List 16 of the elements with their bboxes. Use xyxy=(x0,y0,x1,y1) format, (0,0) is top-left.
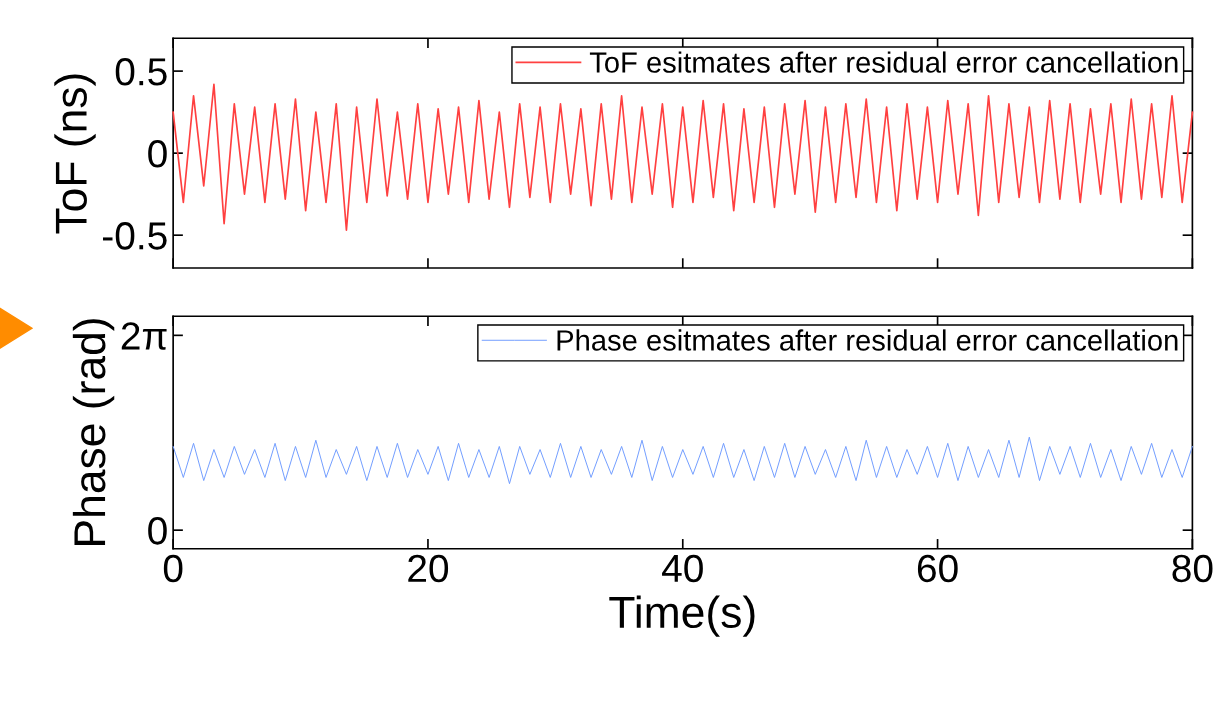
x-tick-label: 60 xyxy=(917,554,958,583)
x-tick-label: 20 xyxy=(408,554,449,583)
y-tick-label: 0.5 xyxy=(115,58,167,86)
y-tick-label: -0.5 xyxy=(103,222,167,250)
line-series xyxy=(172,83,1194,232)
legend-label: Phase esitmates after residual error cancellation xyxy=(557,329,1178,351)
y-axis-title: Phase (rad) xyxy=(72,319,115,545)
legend-label: ToF esitmates after residual error cancellation xyxy=(589,51,1178,73)
y-tick-label: 0 xyxy=(148,140,167,168)
line-series xyxy=(172,436,1193,485)
x-tick-label: 40 xyxy=(662,554,703,583)
x-tick-label: 80 xyxy=(1172,554,1213,583)
y-tick-label: 2π xyxy=(121,322,167,350)
y-tick-label: 0 xyxy=(148,517,167,545)
x-axis-title: Time(s) xyxy=(609,595,755,637)
y-axis-title: ToF (ns) xyxy=(54,74,96,234)
